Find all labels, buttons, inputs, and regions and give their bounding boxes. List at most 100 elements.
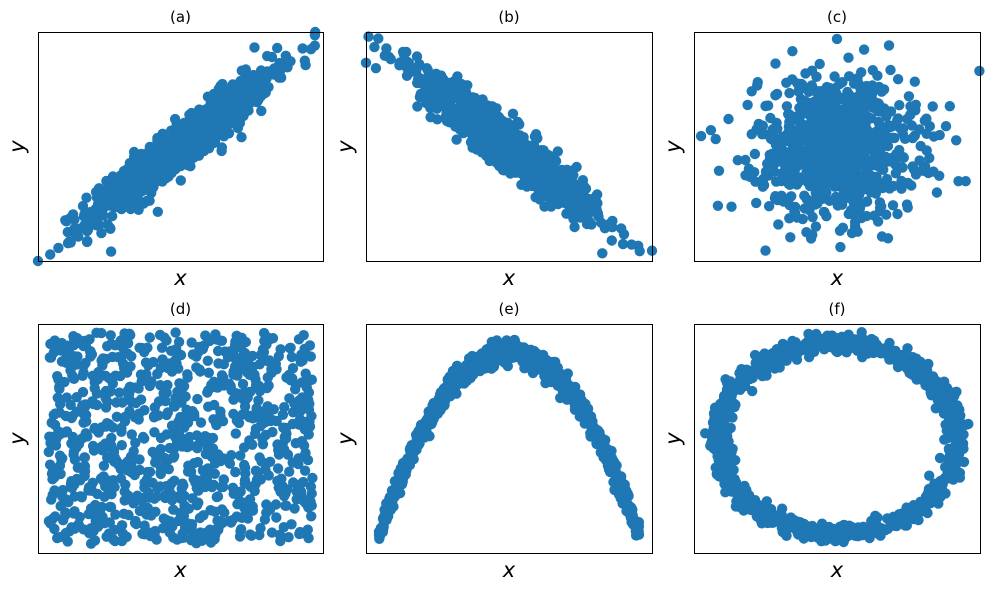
scatter-point bbox=[63, 496, 74, 508]
scatter-point bbox=[411, 440, 423, 451]
scatter-point bbox=[118, 170, 129, 181]
x-axis-label: x bbox=[173, 558, 187, 582]
scatter-point bbox=[485, 141, 497, 152]
scatter-point bbox=[294, 528, 305, 540]
scatter-point bbox=[757, 129, 768, 140]
scatter-point bbox=[876, 86, 887, 97]
scatter-point bbox=[800, 68, 811, 79]
scatter-point bbox=[786, 191, 797, 202]
scatter-point bbox=[373, 529, 385, 540]
scatter-point bbox=[795, 135, 806, 147]
scatter-point bbox=[164, 527, 175, 538]
scatter-point bbox=[451, 134, 462, 145]
scatter-point bbox=[751, 197, 762, 209]
scatter-point bbox=[902, 202, 913, 213]
scatter-point bbox=[254, 452, 265, 463]
scatter-point bbox=[122, 456, 133, 467]
scatter-point bbox=[96, 327, 107, 339]
scatter-point bbox=[512, 116, 523, 128]
scatter-point bbox=[216, 111, 227, 123]
scatter-point bbox=[606, 235, 617, 246]
scatter-point bbox=[147, 477, 158, 488]
scatter-point bbox=[135, 181, 146, 192]
scatter-point bbox=[57, 453, 68, 464]
scatter-point bbox=[139, 482, 150, 493]
scatter-point bbox=[931, 187, 943, 198]
scatter-point bbox=[861, 80, 872, 92]
scatter-point bbox=[100, 402, 112, 413]
scatter-point bbox=[129, 517, 141, 529]
scatter-point bbox=[90, 499, 101, 511]
scatter-point bbox=[927, 101, 938, 112]
scatter-point bbox=[69, 223, 80, 234]
scatter-point bbox=[80, 409, 92, 421]
scatter-point bbox=[110, 340, 121, 351]
scatter-point bbox=[259, 335, 270, 347]
scatter-point bbox=[749, 148, 761, 160]
scatter-point bbox=[217, 481, 229, 493]
panel-title: (e) bbox=[499, 300, 520, 318]
scatter-point bbox=[710, 133, 721, 145]
scatter-point bbox=[124, 388, 135, 399]
scatter-point bbox=[200, 129, 211, 140]
panel-title: (b) bbox=[498, 8, 519, 26]
scatter-point bbox=[524, 157, 535, 169]
scatter-point bbox=[453, 115, 464, 127]
scatter-point bbox=[791, 179, 803, 190]
scatter-point bbox=[229, 361, 241, 372]
scatter-point bbox=[617, 238, 629, 250]
scatter-point bbox=[134, 342, 145, 353]
scatter-point bbox=[262, 372, 273, 383]
scatter-point bbox=[155, 468, 166, 480]
scatter-point bbox=[778, 193, 789, 204]
axes-frame bbox=[38, 32, 324, 262]
scatter-point bbox=[829, 71, 840, 82]
scatter-point bbox=[951, 135, 962, 146]
scatter-point bbox=[225, 517, 237, 528]
scatter-point bbox=[224, 346, 236, 357]
scatter-point bbox=[596, 217, 607, 228]
scatter-point bbox=[492, 111, 503, 122]
scatter-point bbox=[740, 154, 751, 166]
scatter-point bbox=[575, 191, 587, 202]
y-axis-label: y bbox=[661, 140, 685, 154]
scatter-point bbox=[91, 192, 103, 203]
scatter-point bbox=[102, 452, 113, 463]
scatter-point bbox=[203, 464, 214, 475]
scatter-point bbox=[107, 183, 118, 194]
scatter-point bbox=[621, 497, 632, 509]
scatter-point bbox=[126, 184, 137, 196]
scatter-point bbox=[304, 340, 316, 351]
scatter-point bbox=[87, 396, 98, 407]
scatter-point bbox=[422, 64, 433, 76]
scatter-point bbox=[785, 232, 796, 243]
scatter-point bbox=[107, 351, 118, 363]
scatter-point bbox=[859, 148, 870, 160]
scatter-point bbox=[239, 401, 251, 412]
scatter-point bbox=[805, 176, 817, 187]
scatter-point bbox=[776, 155, 787, 166]
scatter-point bbox=[239, 459, 250, 471]
scatter-point bbox=[247, 350, 258, 362]
scatter-point bbox=[548, 156, 559, 167]
scatter-point bbox=[149, 525, 161, 537]
scatter-point bbox=[567, 203, 578, 215]
scatter-point bbox=[252, 467, 264, 479]
scatter-point bbox=[763, 201, 775, 212]
scatter-point bbox=[111, 397, 122, 408]
scatter-point bbox=[905, 109, 916, 121]
scatter-point bbox=[760, 245, 771, 256]
scatter-point bbox=[921, 145, 932, 156]
scatter-point bbox=[85, 523, 97, 534]
panel-title: (d) bbox=[170, 300, 191, 318]
scatter-point bbox=[928, 166, 939, 177]
scatter-point bbox=[883, 40, 895, 51]
scatter-point bbox=[761, 496, 772, 507]
scatter-point bbox=[752, 80, 763, 91]
scatter-point bbox=[226, 450, 237, 461]
scatter-point bbox=[571, 161, 582, 173]
scatter-point bbox=[195, 121, 207, 133]
scatter-point bbox=[859, 183, 871, 194]
scatter-point bbox=[307, 472, 318, 484]
scatter-point bbox=[813, 124, 824, 136]
